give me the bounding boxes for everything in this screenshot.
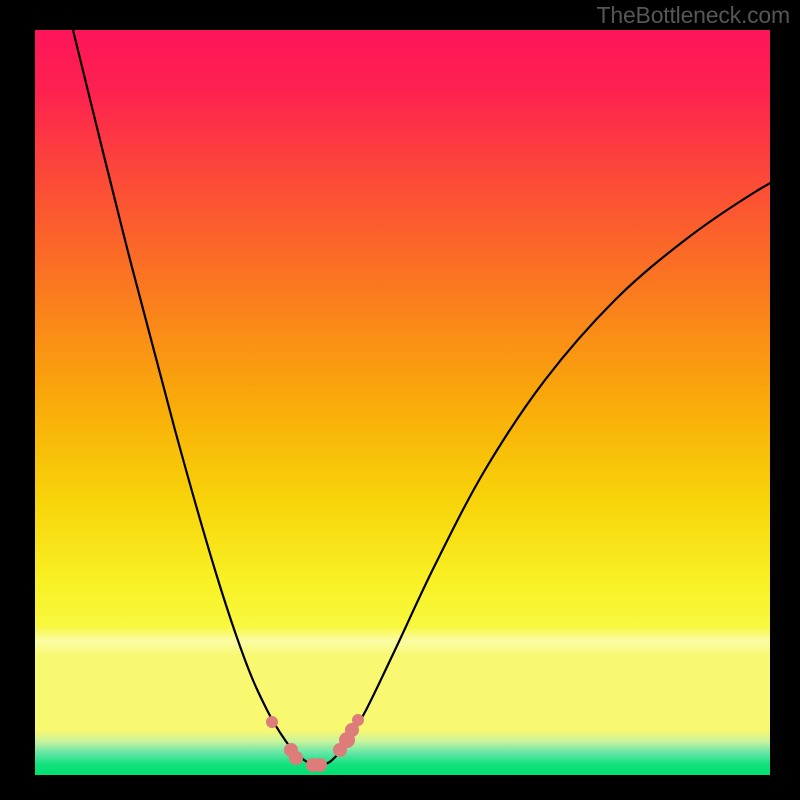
marker-point xyxy=(313,758,327,772)
chart-svg xyxy=(0,0,800,800)
marker-point xyxy=(352,714,364,726)
chart-canvas: TheBottleneck.com xyxy=(0,0,800,800)
marker-point xyxy=(289,751,303,765)
plot-background xyxy=(35,30,770,775)
marker-point xyxy=(266,716,278,728)
watermark-text: TheBottleneck.com xyxy=(597,2,790,29)
